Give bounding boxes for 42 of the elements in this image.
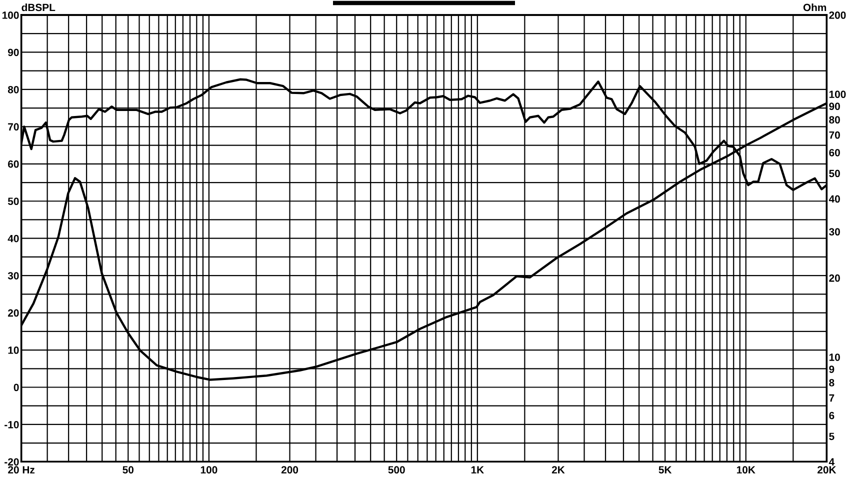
x-tick-label: 20K bbox=[818, 466, 836, 474]
x-tick-label: 500 bbox=[388, 466, 405, 474]
y-tick-label: 10 bbox=[829, 354, 840, 361]
y-tick-label: 8 bbox=[829, 379, 834, 386]
y-tick-label: -20 bbox=[4, 458, 19, 466]
x-tick-label: 200 bbox=[281, 466, 298, 474]
y-tick-label: 80 bbox=[8, 86, 19, 94]
y-tick-label: 60 bbox=[829, 148, 840, 156]
y-tick-label: -10 bbox=[4, 420, 19, 428]
y-tick-label: 6 bbox=[829, 412, 834, 420]
y-tick-label: 20 bbox=[829, 274, 840, 282]
y-tick-label: 30 bbox=[829, 228, 840, 236]
y-tick-label: 40 bbox=[8, 234, 19, 242]
x-tick-label: 2K bbox=[552, 466, 565, 474]
x-tick-label: 100 bbox=[200, 466, 218, 474]
y-tick-label: 0 bbox=[14, 384, 19, 392]
x-tick-label: 1K bbox=[471, 466, 484, 474]
x-tick-label: 50 bbox=[122, 466, 134, 474]
y-tick-label: 20 bbox=[8, 309, 19, 317]
y-tick-label: 70 bbox=[829, 131, 840, 139]
y-tick-label: 200 bbox=[829, 12, 846, 19]
y-tick-label: 9 bbox=[829, 366, 834, 373]
y-tick-label: 90 bbox=[8, 48, 19, 56]
y-tick-label: 10 bbox=[8, 346, 19, 354]
y-tick-label: 5 bbox=[829, 432, 834, 440]
y-tick-label: 40 bbox=[828, 195, 840, 203]
y-tick-label: 80 bbox=[829, 116, 840, 124]
y-tick-label: 50 bbox=[8, 198, 19, 205]
x-tick-label: 20 Hz bbox=[8, 466, 35, 474]
y-tick-label: 60 bbox=[8, 160, 19, 168]
x-tick-label: 10K bbox=[736, 466, 756, 474]
y-tick-label: 30 bbox=[8, 272, 19, 280]
y-axis-title: Ohm bbox=[803, 4, 826, 12]
y-tick-label: 70 bbox=[8, 123, 19, 131]
x-tick-label: 5K bbox=[658, 466, 672, 474]
y-tick-label: 100 bbox=[2, 12, 19, 19]
y-tick-label: 100 bbox=[829, 90, 846, 98]
y-tick-label: 50 bbox=[829, 170, 840, 178]
y-tick-label: 7 bbox=[829, 394, 834, 402]
y-tick-label: 90 bbox=[829, 102, 840, 110]
y-tick-label: 4 bbox=[828, 458, 835, 466]
y-axis-title: dBSPL bbox=[22, 4, 56, 12]
